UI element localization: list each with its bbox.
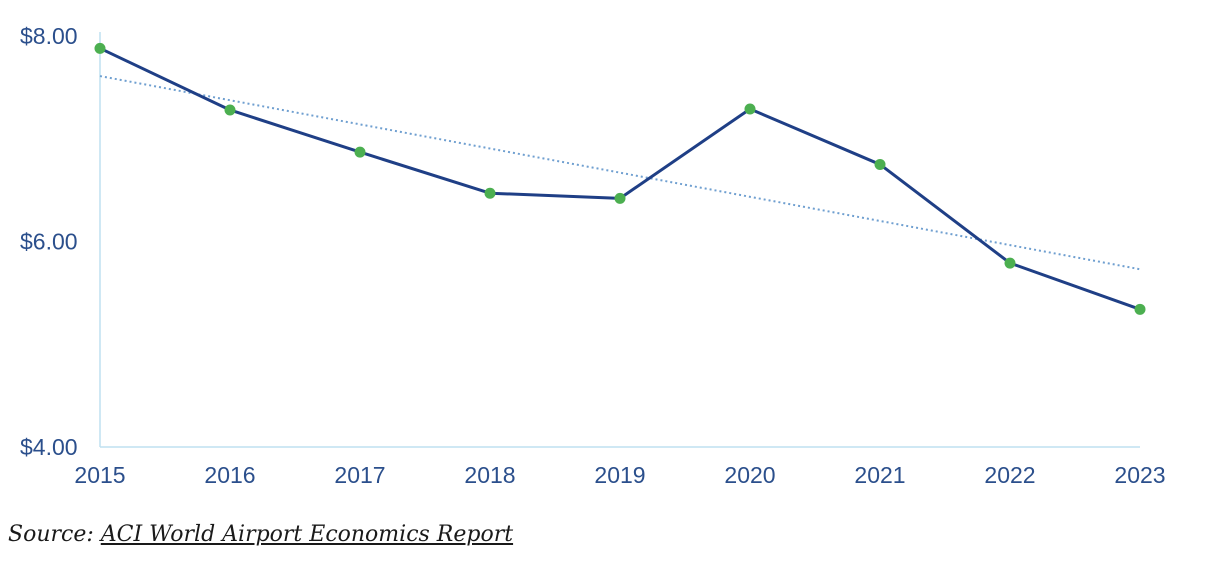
y-tick-label: $4.00 <box>20 434 78 460</box>
source-prefix: Source: <box>8 522 101 547</box>
data-point-2021 <box>874 158 886 170</box>
chart-axes <box>99 32 1140 448</box>
data-point-2019 <box>614 192 626 204</box>
data-point-2016 <box>224 104 236 116</box>
data-point-2018 <box>484 187 496 199</box>
source-note: Source: ACI World Airport Economics Repo… <box>8 522 513 547</box>
x-tick-label: 2021 <box>854 462 905 488</box>
data-point-2017 <box>354 146 366 158</box>
x-tick-label: 2023 <box>1114 462 1165 488</box>
x-tick-label: 2015 <box>74 462 125 488</box>
series-line <box>99 46 1141 311</box>
x-tick-label: 2018 <box>464 462 515 488</box>
x-tick-label: 2020 <box>724 462 775 488</box>
data-point-2023 <box>1134 303 1146 315</box>
data-point-2020 <box>744 103 756 115</box>
markers-group <box>94 42 1146 315</box>
x-tick-label: 2022 <box>984 462 1035 488</box>
x-tick-label: 2019 <box>594 462 645 488</box>
trendline <box>99 75 1141 271</box>
trendline-group <box>99 75 1141 271</box>
data-point-2022 <box>1004 257 1016 269</box>
x-tick-label: 2016 <box>204 462 255 488</box>
y-tick-label: $6.00 <box>20 229 78 255</box>
y-tick-label: $8.00 <box>20 23 78 49</box>
x-tick-label: 2017 <box>334 462 385 488</box>
data-point-2015 <box>94 42 106 54</box>
source-link[interactable]: ACI World Airport Economics Report <box>100 522 514 547</box>
series-group <box>99 46 1141 311</box>
